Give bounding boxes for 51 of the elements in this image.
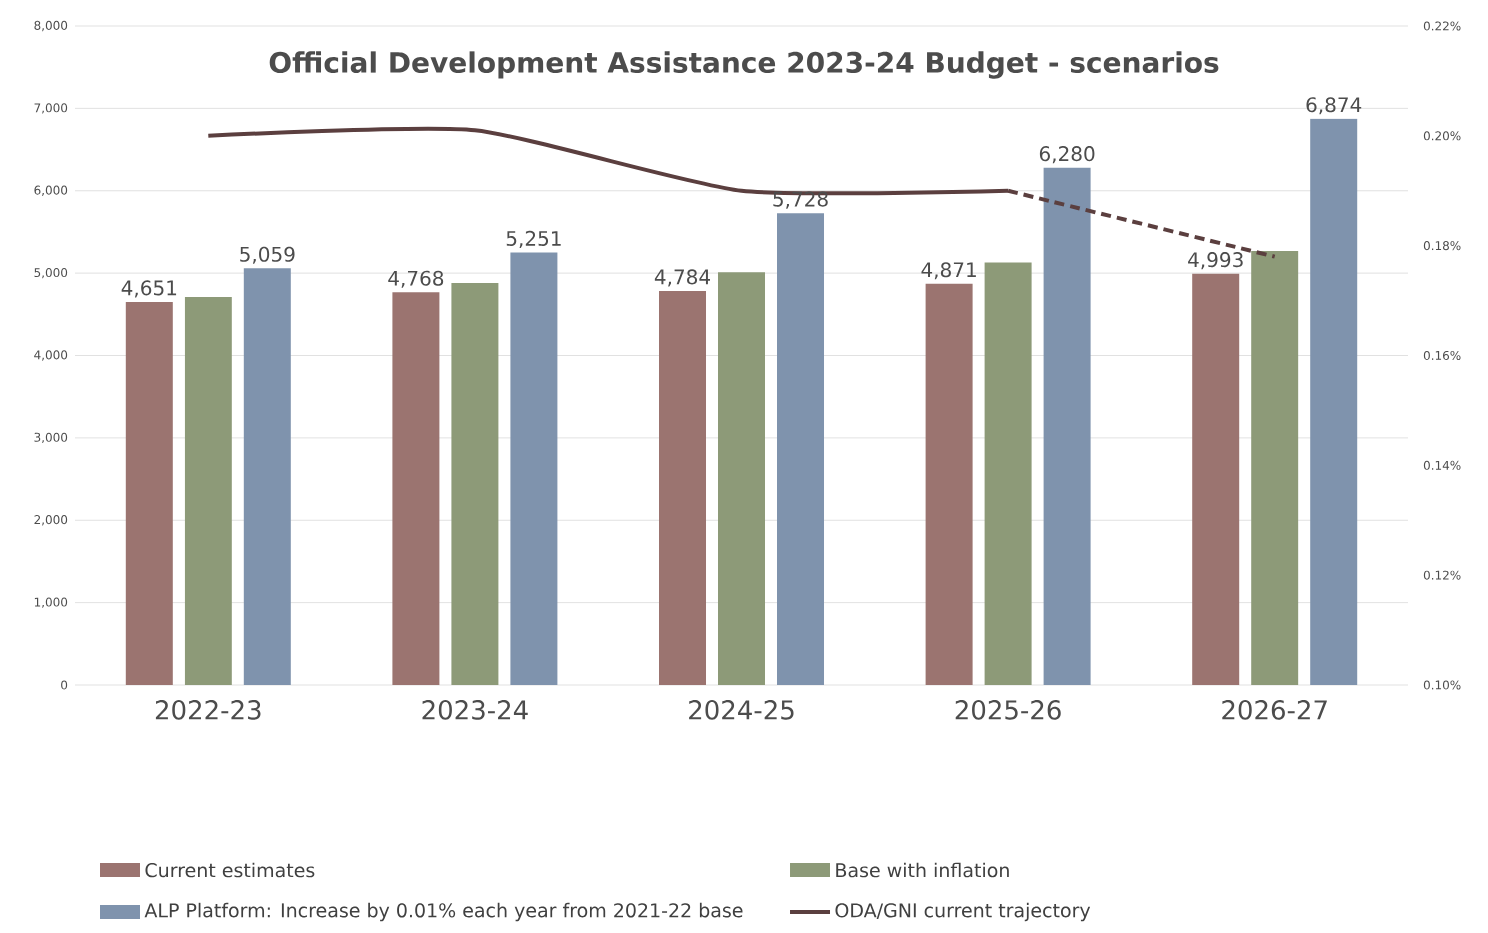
bar [1192,273,1240,685]
legend-label: ODA/GNI current trajectory [835,902,1091,922]
bar [1310,118,1358,685]
data-label: 4,784 [654,269,710,287]
y2-tick-label: 0.16% [1423,350,1461,361]
data-label: 4,993 [1188,252,1243,270]
bar [125,301,173,685]
x-tick-label: 2024-25 [689,700,794,720]
bar [777,213,825,685]
bar [925,283,973,685]
y-tick-label: 1,000 [34,597,68,608]
bar [984,262,1032,685]
data-label: 4,651 [121,280,177,298]
x-tick-label: 2025-26 [955,700,1061,720]
y2-tick-label: 0.18% [1423,241,1461,251]
data-label: 5,059 [240,246,295,264]
x-tick-label: 2022-23 [155,700,261,720]
bar [243,268,291,685]
bar [1043,167,1091,685]
y-tick-label: 2,000 [34,515,68,526]
text: Official Development Assistance 2023-24 Budget - scenarios [269,51,1219,79]
y-tick-label: 6,000 [34,185,68,196]
y-tick-label: 3,000 [34,432,68,444]
data-label: 4,768 [388,270,444,288]
data-label: 6,280 [1039,146,1095,164]
legend-label: Base with inflation [836,862,1009,878]
y-tick-label: 7,000 [34,103,68,114]
data-label: 5,251 [506,230,561,249]
bar [392,292,440,685]
y-tick-label: 4,000 [34,350,68,361]
y2-tick-label: 0.22% [1423,21,1461,31]
bar [184,297,232,685]
data-label: 6,874 [1306,97,1362,115]
bar [718,272,766,685]
data-label: 4,871 [921,262,976,280]
x-tick-label: 2023-24 [422,700,528,720]
y2-tick-label: 0.20% [1423,131,1461,141]
bar [1251,250,1299,685]
bar [510,252,558,685]
bar [659,290,707,685]
x-tick-label: 2026-27 [1222,700,1327,720]
y-tick-label: 8,000 [34,20,68,32]
y2-tick-label: 0.14% [1423,460,1461,470]
y2-tick-label: 0.10% [1423,680,1461,690]
bar [451,283,499,685]
data-label: 5,728 [773,191,828,209]
y-tick-label: 0 [61,680,68,690]
y-tick-label: 5,000 [34,267,68,279]
legend-label: Current estimates [145,862,315,878]
legend-label: ALP Platform: Increase by 0.01% each year from 2021-22 base [144,902,743,922]
y2-tick-label: 0.12% [1423,570,1461,580]
